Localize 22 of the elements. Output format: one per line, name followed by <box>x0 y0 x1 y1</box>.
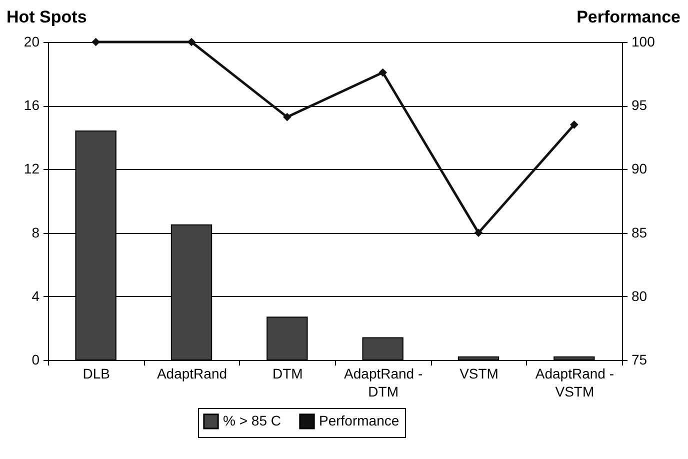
x-tick-label: DLB <box>82 366 110 382</box>
x-tick-label: AdaptRand - DTM <box>344 366 423 400</box>
y2-tick-label: 80 <box>632 288 648 304</box>
y-tick-label: 8 <box>32 224 40 240</box>
y2-tick-label: 100 <box>632 34 656 50</box>
x-tick-label: VSTM <box>460 366 498 382</box>
x-tick-label: AdaptRand <box>156 366 228 382</box>
y-tick-label: 12 <box>24 160 40 177</box>
y-tick-label: 4 <box>32 288 40 304</box>
legend-label: % > 85 C <box>223 412 281 428</box>
y-tick-label: 0 <box>32 352 40 368</box>
y2-tick-label: 90 <box>632 160 648 177</box>
y2-tick-label: 85 <box>632 224 648 240</box>
x-tick-label: AdaptRand - VSTM <box>535 366 614 400</box>
y2-axis-title: Performance <box>576 8 680 26</box>
x-tick-label: DTM <box>272 366 303 382</box>
y2-tick-label: 95 <box>632 97 648 114</box>
y-tick-label: 20 <box>24 34 40 50</box>
legend-label: Performance <box>319 412 400 428</box>
y2-tick-label: 75 <box>632 352 648 368</box>
y-axis-title: Hot Spots <box>6 8 87 26</box>
y-tick-label: 16 <box>24 97 40 114</box>
